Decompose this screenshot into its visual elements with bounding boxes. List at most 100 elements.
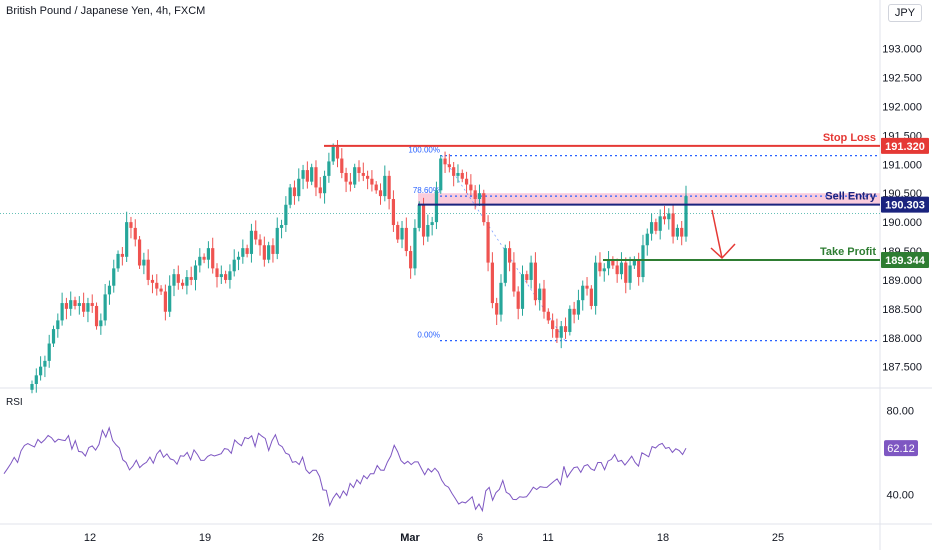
candle-body — [576, 300, 581, 315]
trade-levels[interactable]: Stop Loss 191.320 Sell Entry 190.303 Take Pr… — [324, 132, 929, 269]
stop-loss-price-tag — [881, 137, 929, 154]
candle-body — [86, 303, 90, 312]
candle-body — [572, 308, 576, 315]
candle-body — [529, 262, 533, 280]
candle-body — [641, 245, 645, 278]
candle-body — [499, 282, 503, 315]
candle-body — [546, 311, 550, 321]
price-tick-label: 187.500 — [882, 362, 922, 374]
candle-body — [413, 227, 417, 269]
candle-body — [310, 167, 314, 182]
candle-body — [193, 265, 198, 280]
candle-body — [555, 329, 559, 338]
candle-body — [439, 158, 443, 191]
candle-body — [378, 190, 383, 197]
candle-body — [598, 262, 602, 272]
candle-body — [34, 375, 38, 384]
chart-title: British Pound / Japanese Yen, 4h, FXCM — [6, 5, 206, 17]
candle-body — [176, 274, 180, 283]
candle-body — [116, 253, 120, 269]
down-arrow-annotation — [710, 209, 736, 260]
fib-retracement[interactable]: 100.00% 78.60% 0.00% — [408, 146, 880, 342]
candle-body — [228, 271, 232, 280]
candle-body — [469, 184, 473, 191]
candle-body — [137, 239, 142, 266]
candle-body — [245, 248, 249, 254]
candle-body — [305, 170, 309, 182]
candle-body — [185, 277, 189, 286]
candle-body — [271, 245, 275, 254]
candle-body — [589, 288, 593, 306]
time-tick-label: 26 — [312, 532, 324, 544]
fib-level-label: 0.00% — [417, 331, 440, 340]
candle-body — [611, 259, 615, 266]
rsi-value-tag — [884, 440, 918, 457]
candle-body — [370, 178, 374, 185]
candle-body — [224, 274, 228, 280]
fib-level-label: 78.60% — [413, 186, 440, 195]
time-tick-label: Mar — [400, 532, 420, 544]
take-profit-price: 189.344 — [885, 255, 926, 267]
time-tick-label: 6 — [477, 532, 483, 544]
candle-body — [594, 262, 598, 306]
stop-loss-label: Stop Loss — [823, 132, 876, 144]
currency-label[interactable]: JPY — [888, 4, 922, 22]
candle-body — [189, 277, 193, 280]
candle-body — [443, 158, 447, 165]
candle-body — [254, 230, 258, 240]
candle-body — [51, 329, 56, 344]
candle-body — [615, 265, 619, 275]
candle-body — [684, 196, 688, 237]
candle-body — [292, 187, 297, 197]
candle-body — [667, 213, 671, 220]
candle-body — [426, 225, 430, 237]
candle-body — [198, 256, 202, 266]
candle-body — [94, 305, 99, 327]
candle-body — [163, 291, 167, 312]
candle-body — [150, 279, 155, 283]
candle-body — [495, 303, 499, 315]
candle-body — [103, 294, 107, 321]
candle-body — [47, 343, 51, 361]
candle-body — [353, 167, 357, 185]
candle-body — [357, 167, 361, 173]
candle-body — [624, 262, 628, 283]
candle-body — [30, 384, 34, 390]
candle-body — [675, 227, 679, 237]
candle-body — [490, 262, 494, 304]
candle-body — [232, 259, 236, 272]
candle-body — [275, 227, 279, 254]
candle-body — [391, 199, 396, 226]
candle-body — [64, 303, 69, 309]
candle-body — [486, 222, 490, 263]
candle-body — [396, 225, 400, 240]
candle-body — [464, 178, 469, 185]
candle-body — [69, 300, 73, 309]
candle-body — [568, 308, 572, 332]
candle-body — [533, 262, 538, 301]
candle-body — [361, 172, 365, 176]
candle-body — [503, 248, 507, 283]
candle-body — [219, 274, 223, 278]
price-tick-label: 189.000 — [882, 275, 922, 287]
candle-body — [142, 259, 146, 266]
candle-body — [262, 245, 266, 260]
candle-body — [383, 175, 387, 197]
time-tick-label: 25 — [772, 532, 784, 544]
sell-entry-price: 190.303 — [885, 200, 925, 212]
arrow-head — [710, 243, 736, 260]
candle-body — [421, 204, 426, 237]
candle-body — [581, 285, 585, 301]
candlestick-series — [30, 140, 688, 394]
candle-body — [335, 146, 340, 159]
candle-body — [340, 158, 344, 173]
time-tick-label: 12 — [84, 532, 96, 544]
candle-body — [90, 303, 94, 306]
candle-body — [551, 320, 555, 330]
candle-body — [301, 170, 305, 179]
stop-loss-price: 191.320 — [885, 141, 925, 153]
candle-body — [236, 256, 241, 260]
candle-body — [585, 285, 589, 289]
